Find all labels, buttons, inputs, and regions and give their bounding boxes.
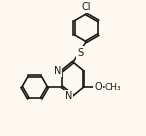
Text: N: N (65, 91, 72, 101)
Text: O: O (94, 82, 102, 92)
Text: Cl: Cl (81, 1, 91, 12)
Text: S: S (77, 47, 83, 58)
Text: N: N (54, 66, 61, 76)
Text: CH₃: CH₃ (104, 83, 121, 92)
